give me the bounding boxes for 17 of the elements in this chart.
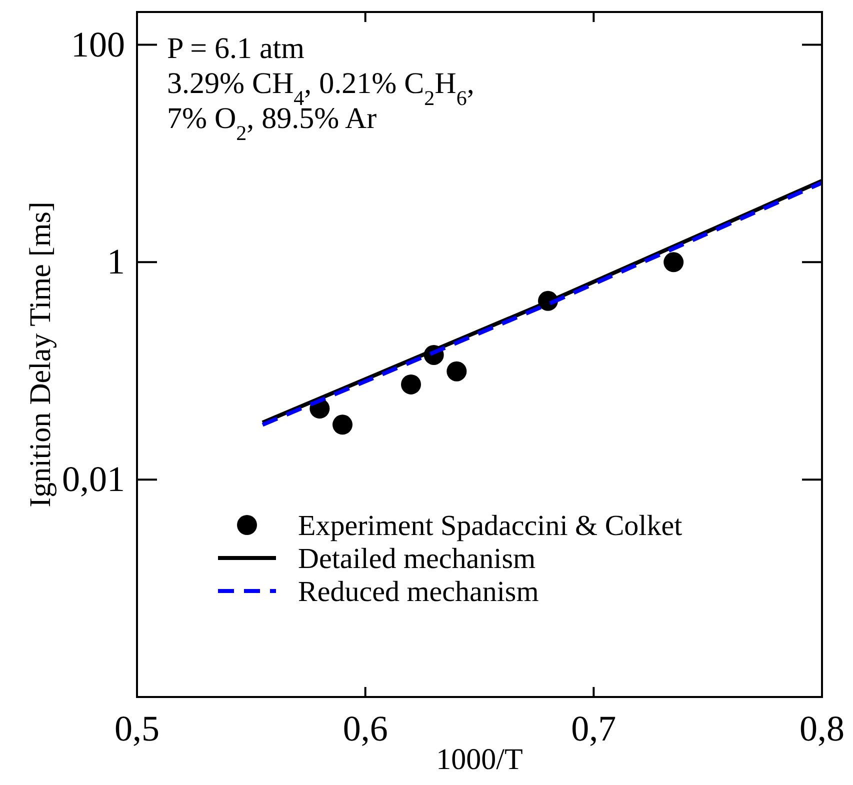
point (664, 252, 684, 272)
x-tick-label: 0,6 (342, 708, 388, 749)
y-tick-label: 1 (107, 242, 125, 282)
y-axis-title: Ignition Delay Time [ms] (24, 202, 57, 508)
legend-label: Reduced mechanism (298, 576, 540, 608)
x-tick-label: 0,7 (571, 708, 616, 749)
point (401, 374, 421, 394)
legend-label: Detailed mechanism (298, 543, 536, 575)
text: 0,5 (114, 708, 160, 749)
y-tick-label: 0,01 (62, 459, 125, 500)
point (446, 361, 467, 382)
legend-label: Experiment Spadaccini & Colket (298, 510, 682, 542)
annotation: P = 6.1 atm (167, 32, 304, 65)
y-tick-label: 100 (71, 24, 125, 64)
x-tick-label: 0,8 (800, 708, 844, 749)
x-axis-title: 1000/T (436, 743, 523, 776)
point (332, 414, 352, 435)
